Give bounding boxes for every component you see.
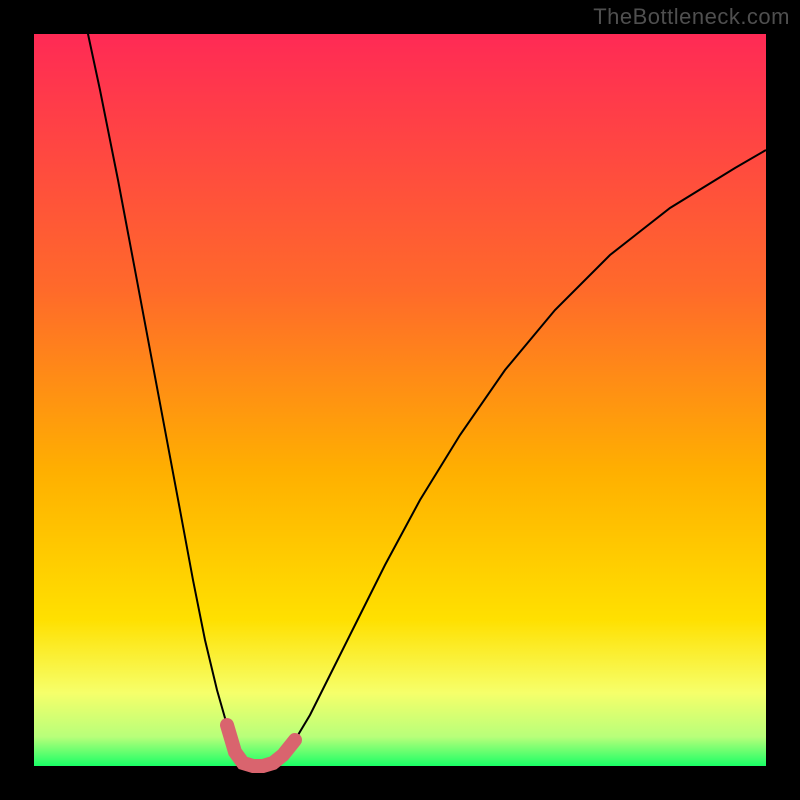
curve-overlay (0, 0, 800, 800)
chart-container: TheBottleneck.com (0, 0, 800, 800)
bottleneck-curve (85, 20, 766, 766)
curve-valley-highlight (227, 725, 295, 766)
